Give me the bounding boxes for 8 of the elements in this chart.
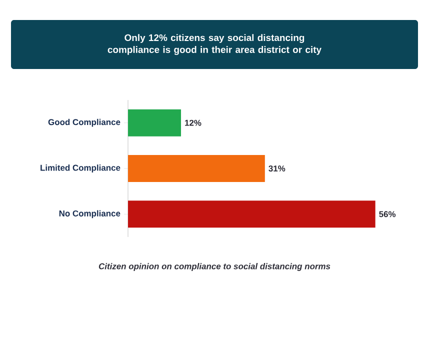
data-label: 12%: [185, 120, 202, 126]
y-tick-label: Limited Compliance: [40, 164, 120, 172]
y-tick-label: Good Compliance: [48, 118, 120, 127]
data-label: 56%: [379, 211, 396, 218]
y-tick-label: No Compliance: [59, 210, 120, 218]
chart-title: Only 12% citizens say social distancing compliance is good in their area district or city: [108, 34, 322, 55]
data-label: 31%: [268, 166, 286, 172]
text: Citizen opinion on compliance to social distancing norms: [98, 263, 330, 271]
